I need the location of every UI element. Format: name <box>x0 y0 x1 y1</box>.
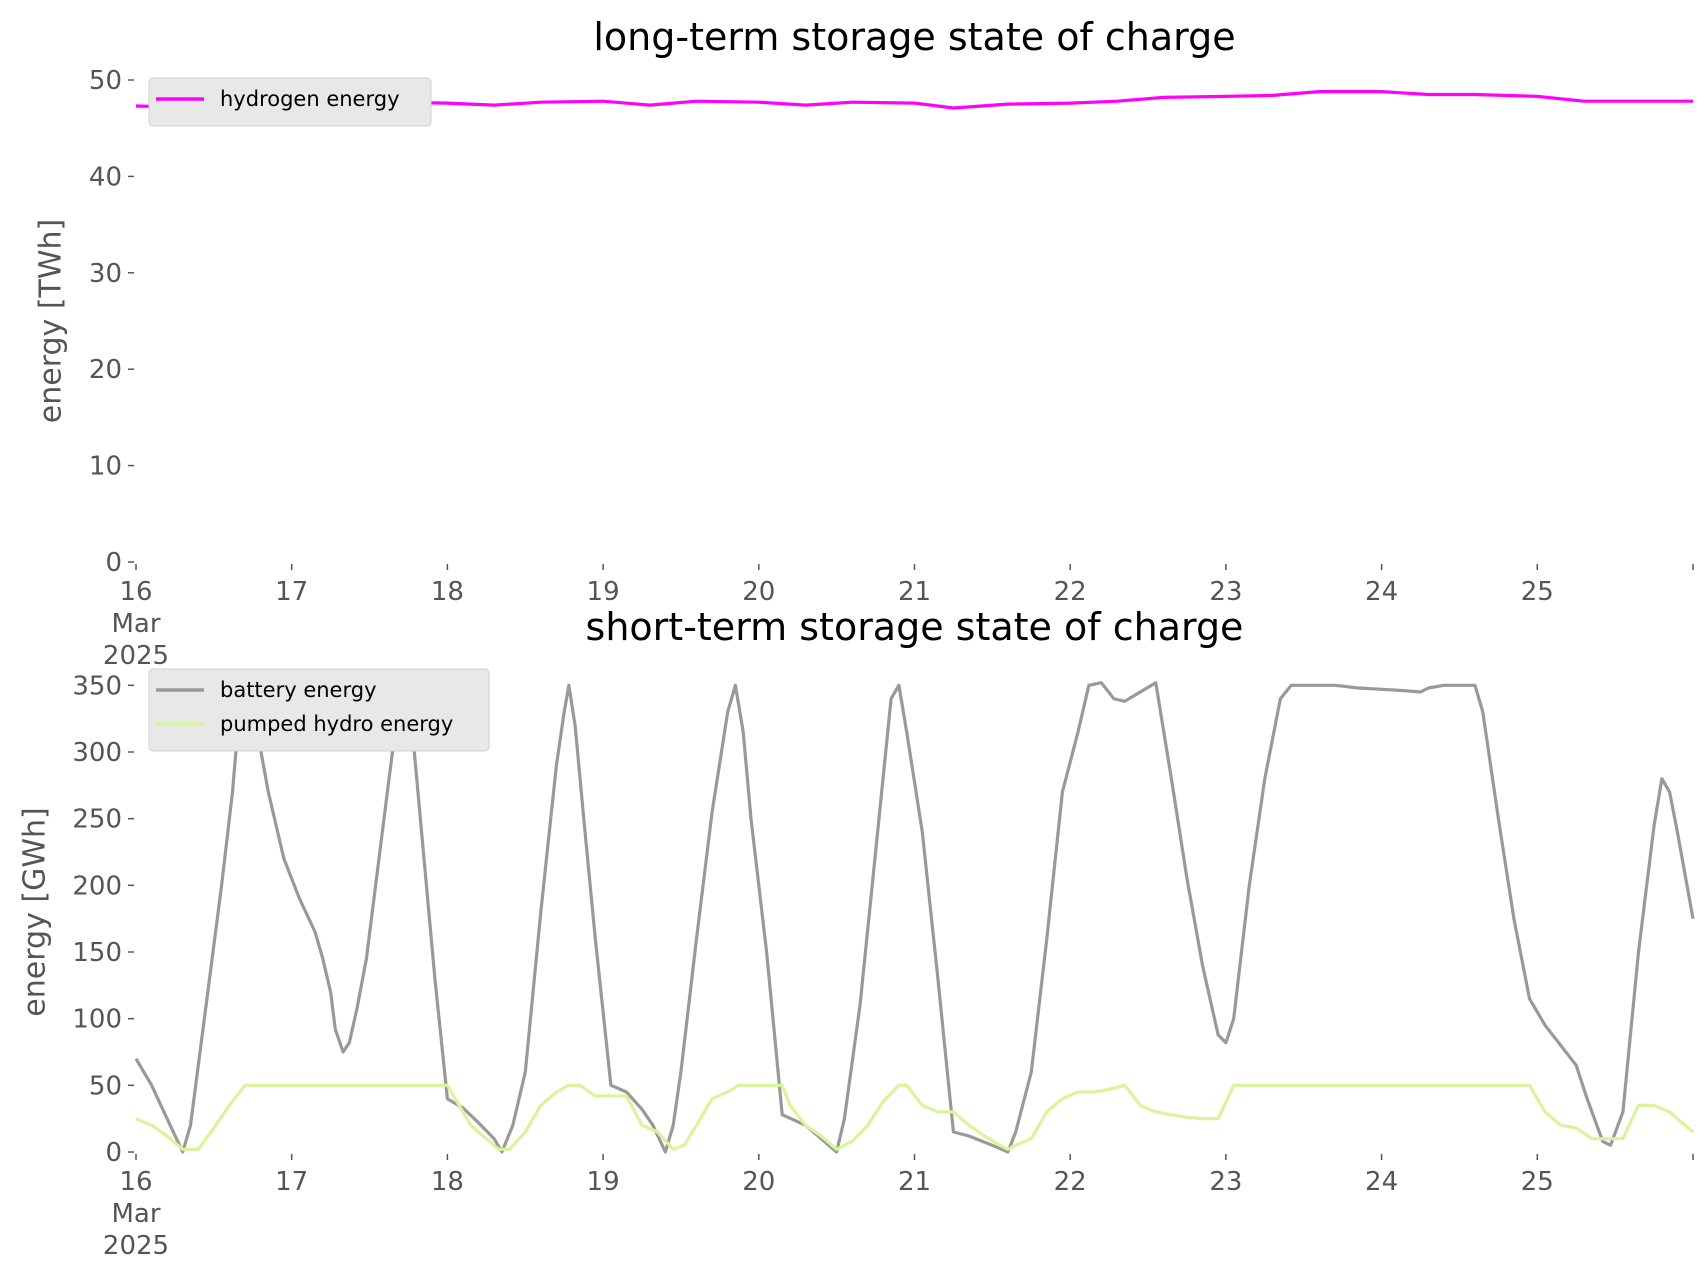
x-tick-label: 24 <box>1365 1167 1398 1197</box>
x-tick-label: 23 <box>1209 1167 1242 1197</box>
y-tick-label: 250 <box>72 805 122 835</box>
y-tick-label: 200 <box>72 871 122 901</box>
x-tick-label: 16 Mar 2025 <box>103 1167 169 1261</box>
x-tick-label: 17 <box>275 577 308 607</box>
x-tick-label: 16 Mar 2025 <box>103 577 169 671</box>
y-tick-label: 40 <box>89 162 122 192</box>
x-tick-label: 19 <box>587 577 620 607</box>
x-tick-label: 25 <box>1521 577 1554 607</box>
y-tick-label: 50 <box>89 1071 122 1101</box>
x-tick-label: 23 <box>1209 577 1242 607</box>
legend-label: battery energy <box>220 678 377 702</box>
x-tick-group: 16 Mar 2025 17 18 19 20 21 22 23 24 25 <box>103 564 1694 671</box>
x-tick-group: 16 Mar 2025 17 18 19 20 21 22 23 24 25 <box>103 1154 1694 1261</box>
series-lines <box>134 681 1695 1154</box>
x-tick-label: 21 <box>898 577 931 607</box>
y-tick-label: 100 <box>72 1005 122 1035</box>
y-axis-label: energy [TWh] <box>34 219 69 423</box>
y-tick-group: 0 10 20 30 40 50 <box>89 66 134 578</box>
y-tick-label: 0 <box>105 548 122 578</box>
y-tick-label: 150 <box>72 938 122 968</box>
legend-label: hydrogen energy <box>220 87 400 111</box>
legend: hydrogen energy <box>148 77 432 127</box>
x-tick-label: 18 <box>431 577 464 607</box>
y-axis-label: energy [GWh] <box>18 807 53 1016</box>
y-tick-label: 10 <box>89 452 122 482</box>
y-tick-label: 20 <box>89 355 122 385</box>
x-tick-label: 18 <box>431 1167 464 1197</box>
x-tick-label: 22 <box>1054 1167 1087 1197</box>
y-tick-label: 30 <box>89 259 122 289</box>
series-line <box>134 681 1695 1154</box>
long-term-storage-panel: long-term storage state of charge energy… <box>34 15 1694 671</box>
x-tick-label: 21 <box>898 1167 931 1197</box>
short-term-storage-panel: short-term storage state of charge energ… <box>18 605 1695 1261</box>
y-tick-label: 350 <box>72 671 122 701</box>
legend: battery energy pumped hydro energy <box>148 668 490 752</box>
chart-title: long-term storage state of charge <box>593 15 1235 59</box>
x-tick-label: 20 <box>742 577 775 607</box>
x-tick-label: 22 <box>1054 577 1087 607</box>
x-tick-label: 24 <box>1365 577 1398 607</box>
x-tick-label: 19 <box>587 1167 620 1197</box>
legend-box <box>148 668 490 752</box>
legend-box <box>148 77 432 127</box>
y-tick-label: 0 <box>105 1138 122 1168</box>
chart-title: short-term storage state of charge <box>586 605 1244 649</box>
y-tick-label: 50 <box>89 66 122 96</box>
x-tick-label: 20 <box>742 1167 775 1197</box>
x-tick-label: 17 <box>275 1167 308 1197</box>
x-tick-label: 25 <box>1521 1167 1554 1197</box>
series-line <box>135 1083 1695 1151</box>
y-tick-group: 0 50 100 150 200 250 300 350 <box>72 671 134 1168</box>
legend-label: pumped hydro energy <box>220 712 453 736</box>
y-tick-label: 300 <box>72 738 122 768</box>
